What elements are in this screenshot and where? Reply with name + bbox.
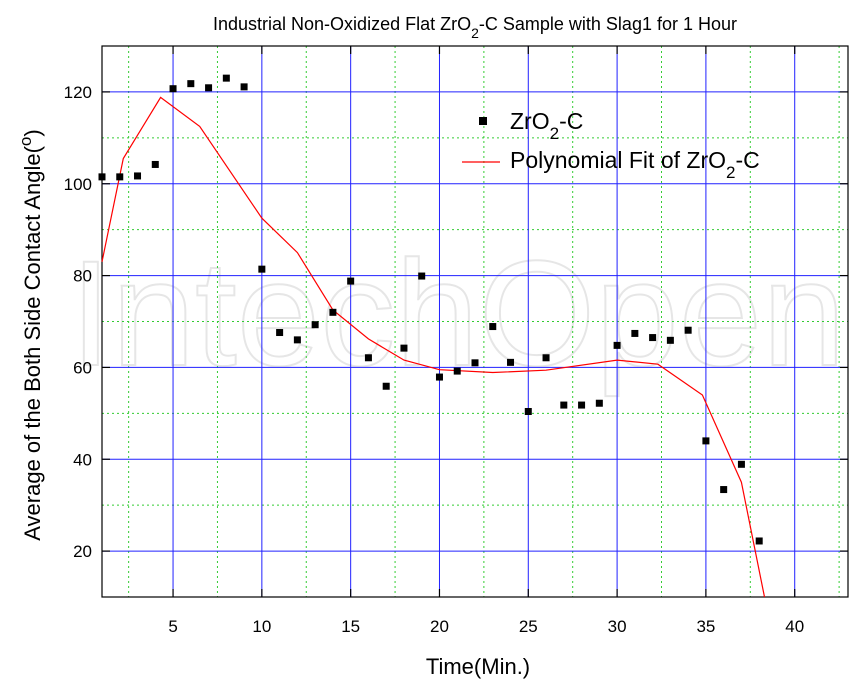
data-point bbox=[578, 401, 586, 409]
data-point bbox=[134, 172, 142, 180]
y-tick-label: 60 bbox=[73, 358, 92, 377]
data-point bbox=[293, 336, 301, 344]
major-grid bbox=[102, 46, 848, 597]
data-point bbox=[151, 160, 159, 168]
data-point bbox=[400, 344, 408, 352]
y-axis-label: Average of the Both Side Contact Angle(o… bbox=[16, 129, 46, 540]
y-tick-label: 100 bbox=[64, 175, 92, 194]
y-tick-label: 40 bbox=[73, 450, 92, 469]
scatter-points-layer bbox=[98, 74, 763, 545]
data-point bbox=[329, 308, 337, 316]
data-point bbox=[116, 173, 124, 181]
fit-line-layer bbox=[101, 96, 766, 598]
data-point bbox=[311, 321, 319, 329]
data-point bbox=[737, 460, 745, 468]
x-tick-label: 30 bbox=[608, 617, 627, 636]
y-tick-label: 120 bbox=[64, 83, 92, 102]
data-point bbox=[560, 401, 568, 409]
data-point bbox=[524, 407, 532, 415]
x-tick-label: 15 bbox=[341, 617, 360, 636]
data-point bbox=[435, 373, 443, 381]
data-point bbox=[720, 486, 728, 494]
data-point bbox=[222, 74, 230, 82]
x-tick-label: 20 bbox=[430, 617, 449, 636]
data-point bbox=[702, 437, 710, 445]
data-point bbox=[240, 83, 248, 91]
data-point bbox=[684, 326, 692, 334]
data-point bbox=[453, 367, 461, 375]
x-tick-label: 40 bbox=[785, 617, 804, 636]
data-point bbox=[205, 84, 213, 92]
legend-label-fit: Polynomial Fit of ZrO2-C bbox=[510, 147, 760, 182]
data-point bbox=[258, 265, 266, 273]
y-axis-ticks: 20 40 60 80 100 120 bbox=[64, 83, 848, 561]
data-point bbox=[649, 334, 657, 342]
data-point bbox=[364, 354, 372, 362]
plot-frame bbox=[101, 45, 849, 598]
y-tick-label: 80 bbox=[73, 267, 92, 286]
data-point bbox=[755, 537, 763, 545]
chart-title: Industrial Non-Oxidized Flat ZrO2-C Samp… bbox=[213, 14, 737, 41]
data-point bbox=[187, 80, 195, 88]
data-point bbox=[276, 329, 284, 337]
data-point bbox=[471, 359, 479, 367]
x-tick-label: 35 bbox=[696, 617, 715, 636]
data-point bbox=[666, 336, 674, 344]
x-axis-label: Time(Min.) bbox=[426, 654, 530, 679]
x-tick-label: 5 bbox=[168, 617, 177, 636]
data-point bbox=[489, 323, 497, 331]
polynomial-fit-line bbox=[101, 96, 766, 598]
data-point bbox=[98, 173, 106, 181]
data-point bbox=[613, 341, 621, 349]
x-tick-label: 25 bbox=[519, 617, 538, 636]
data-point bbox=[507, 358, 515, 366]
legend-label-scatter: ZrO2-C bbox=[510, 108, 583, 143]
x-axis-ticks: 5 10 15 20 25 30 35 40 bbox=[168, 46, 804, 636]
data-point bbox=[347, 277, 355, 285]
y-tick-label: 20 bbox=[73, 542, 92, 561]
data-point bbox=[595, 399, 603, 407]
legend-marker-scatter bbox=[479, 117, 487, 125]
data-point bbox=[631, 329, 639, 337]
x-tick-label: 10 bbox=[252, 617, 271, 636]
data-point bbox=[382, 382, 390, 390]
legend: ZrO2-C Polynomial Fit of ZrO2-C bbox=[462, 108, 760, 182]
data-point bbox=[418, 272, 426, 280]
data-point bbox=[542, 354, 550, 362]
data-point bbox=[169, 85, 177, 93]
